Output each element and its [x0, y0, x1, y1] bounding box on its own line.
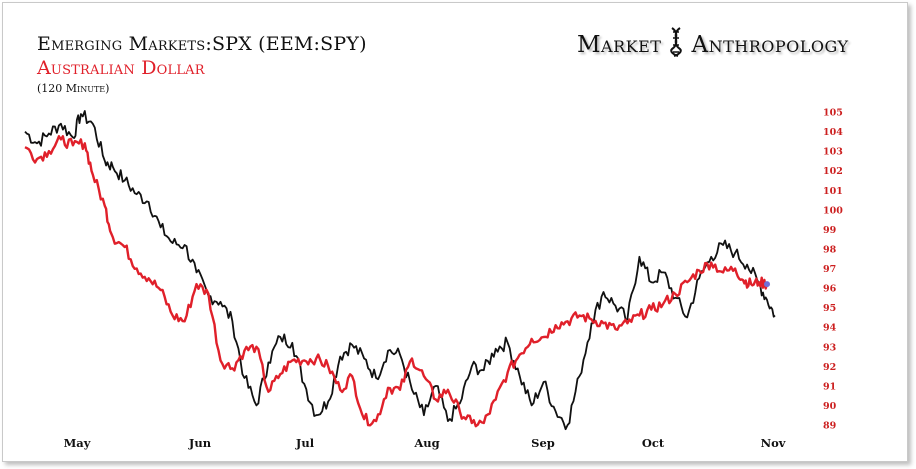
brand-name-right: Anthropology	[691, 32, 849, 58]
y-tick-label: 90	[823, 401, 837, 412]
y-tick-label: 89	[823, 421, 837, 432]
x-tick-label: May	[64, 436, 91, 450]
y-tick-label: 104	[823, 127, 843, 138]
brand-logo: Market Anthropology	[577, 27, 849, 63]
y-tick-label: 98	[823, 244, 837, 255]
series-emerging-markets-line	[24, 110, 776, 431]
x-tick-label: Sep	[531, 436, 555, 450]
y-tick-label: 100	[823, 205, 843, 216]
x-tick-label: Jul	[295, 436, 315, 450]
series-end-marker	[764, 281, 771, 288]
y-tick-label: 95	[823, 303, 836, 314]
x-tick-label: Oct	[642, 436, 665, 450]
y-tick-label: 97	[823, 264, 836, 275]
y-tick-label: 92	[823, 362, 836, 373]
y-tick-label: 93	[823, 342, 836, 353]
dna-helix-icon	[669, 27, 683, 63]
y-tick-label: 99	[823, 225, 837, 236]
y-tick-label: 105	[823, 108, 843, 119]
x-tick-label: Nov	[761, 436, 786, 450]
brand-name-left: Market	[577, 32, 662, 58]
x-tick-label: Jun	[188, 436, 212, 450]
chart-frame: Emerging Markets:SPX (EEM:SPY) Australia…	[2, 2, 908, 462]
y-tick-label: 103	[823, 147, 843, 158]
chart-title: Emerging Markets:SPX (EEM:SPY)	[37, 33, 367, 55]
y-tick-label: 91	[823, 381, 836, 392]
chart-interval: (120 Minute)	[37, 82, 110, 95]
x-tick-label: Aug	[413, 436, 439, 450]
series-australian-dollar-line	[24, 135, 769, 428]
y-tick-label: 96	[823, 284, 837, 295]
y-tick-label: 94	[823, 323, 837, 334]
line-chart: 89 90 91 92 93 94 95 96 97 98 99 100 101 102 103 104 105…	[24, 108, 843, 450]
y-tick-label: 101	[823, 186, 843, 197]
y-tick-label: 102	[823, 166, 843, 177]
chart-subtitle: Australian Dollar	[37, 57, 205, 79]
